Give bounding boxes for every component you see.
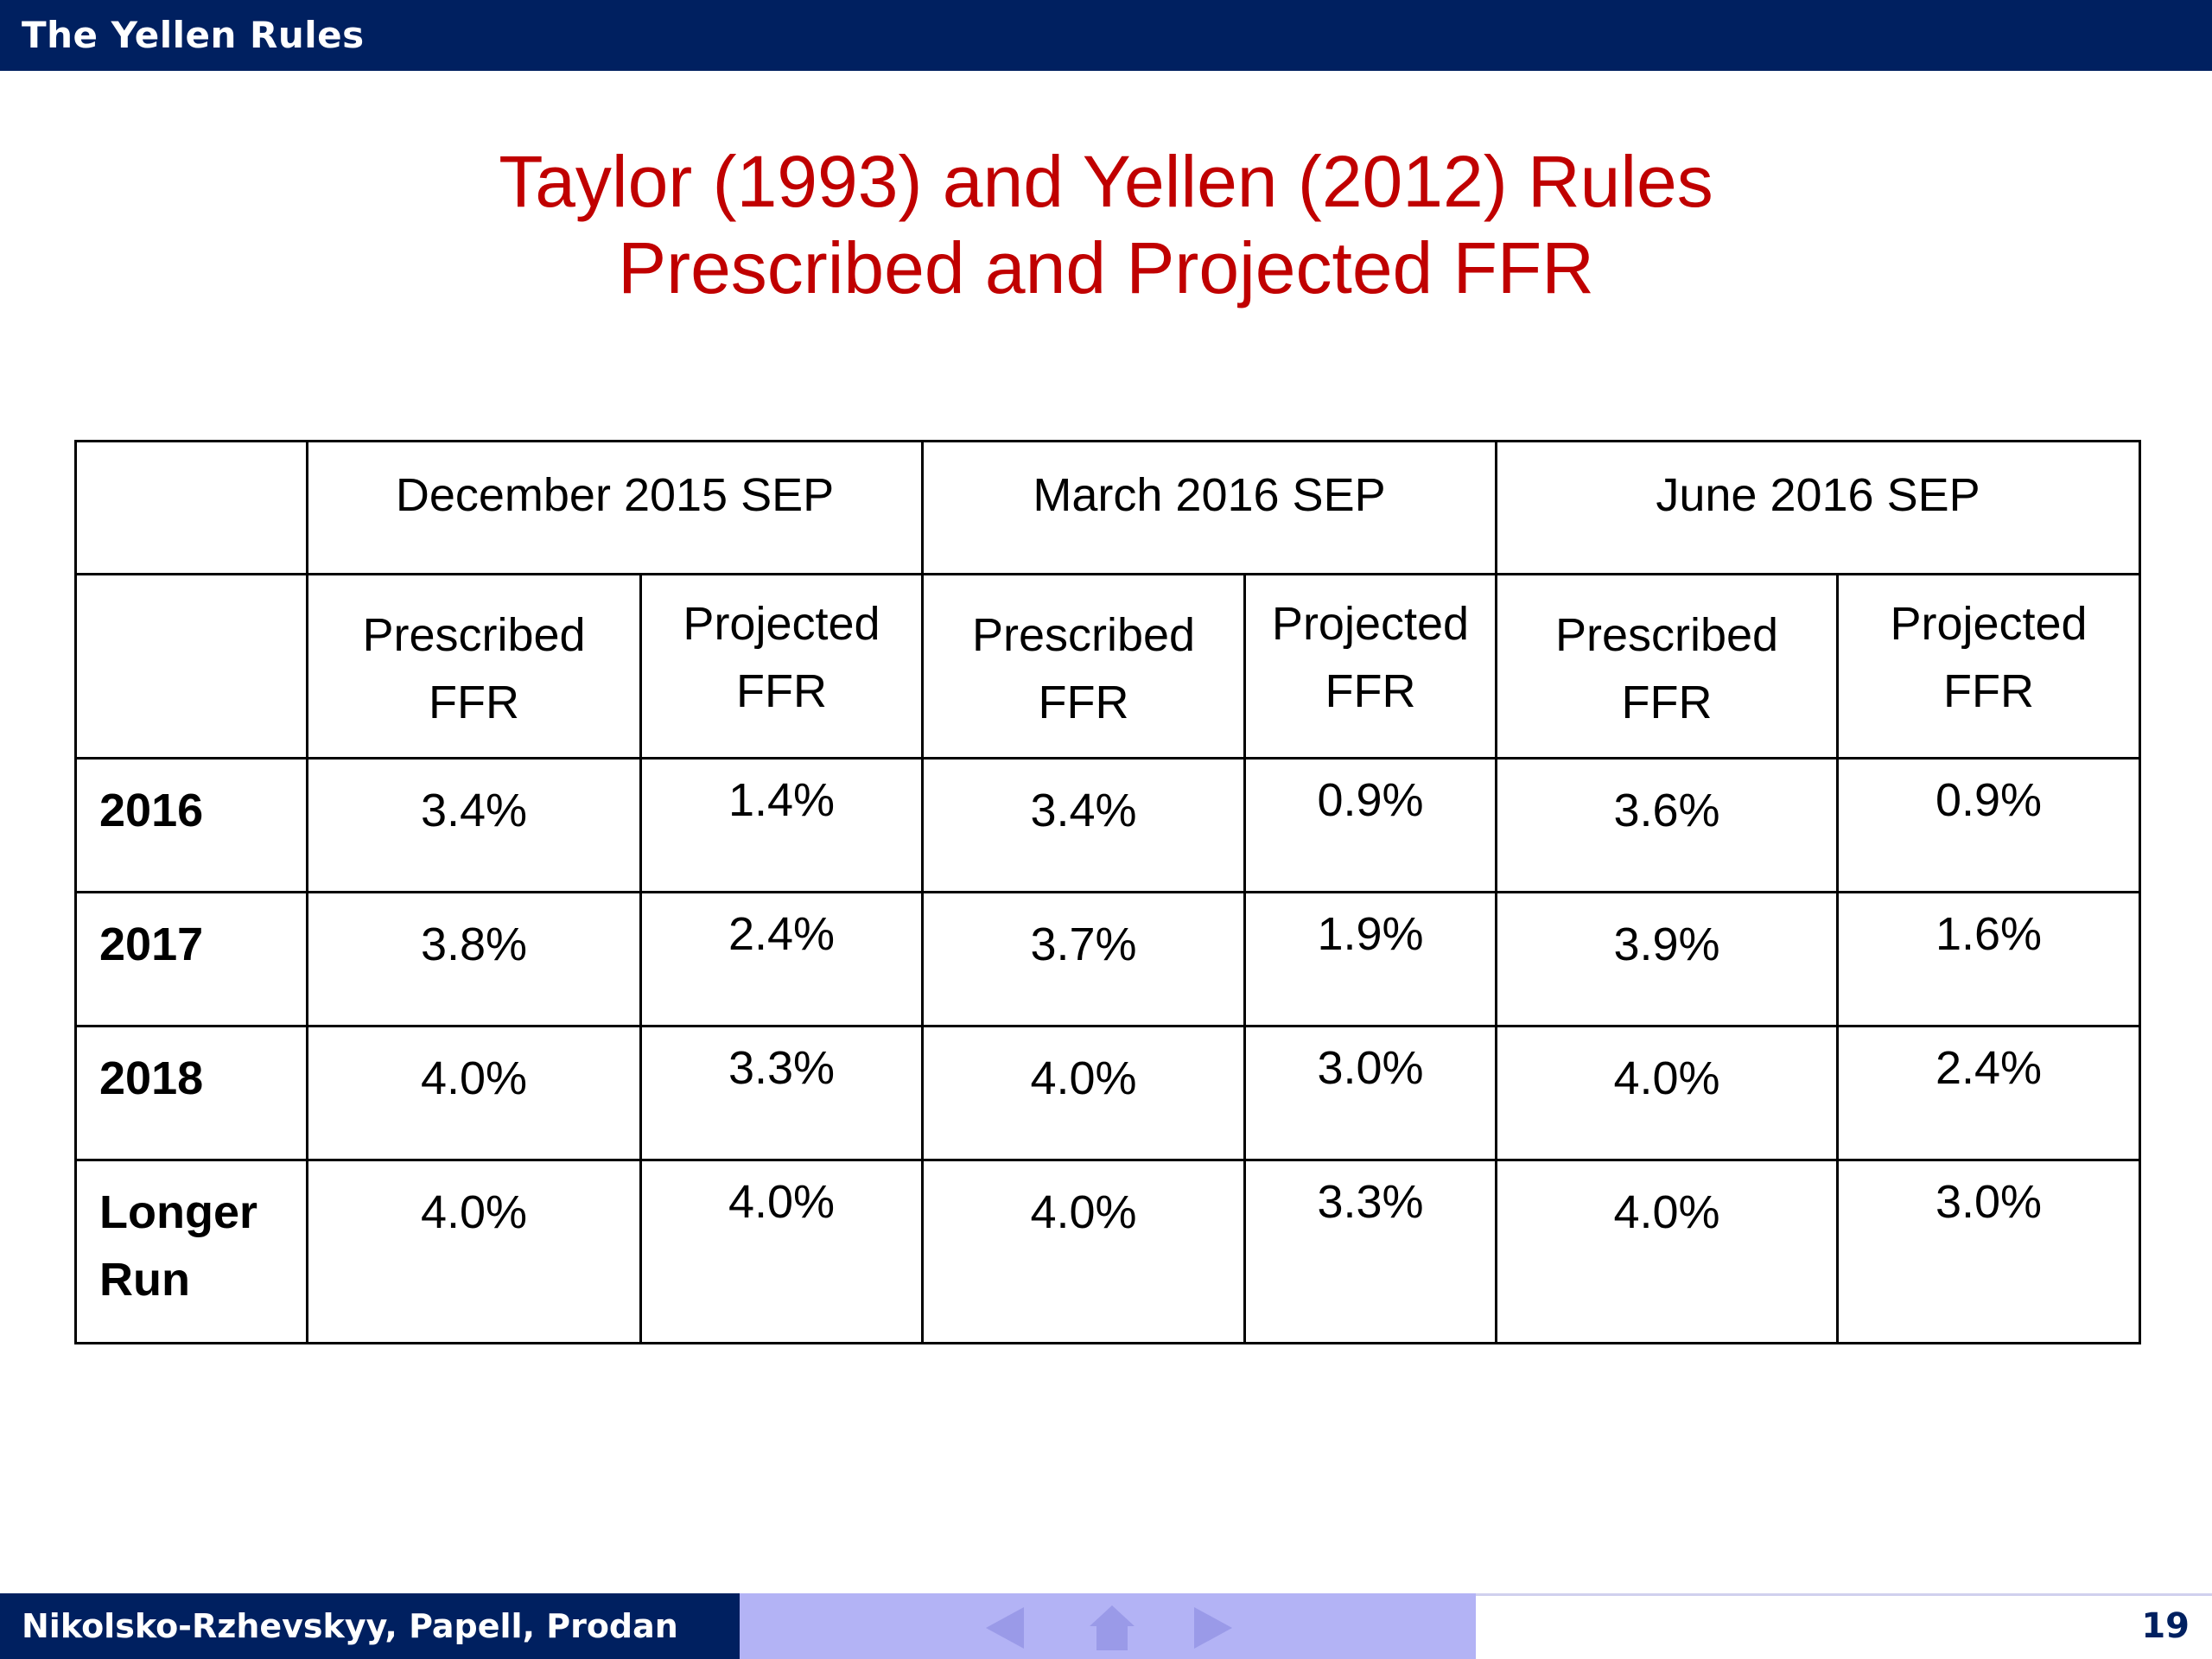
group-header-dec-2015: December 2015 SEP <box>306 440 924 575</box>
cell-value: 3.8% <box>306 891 642 1027</box>
page-number: 19 <box>2141 1606 2190 1646</box>
table-row: Longer Run 4.0% 4.0% 4.0% 3.3% 4.0% 3.0% <box>74 1159 2142 1344</box>
subheader-projected: Projected FFR <box>1243 573 1497 760</box>
table-subheader-row: Prescribed FFR Projected FFR Prescribed … <box>74 573 2142 760</box>
arrow-right-icon[interactable] <box>1187 1602 1239 1654</box>
cell-value: 4.0% <box>921 1025 1246 1161</box>
cell-value: 4.0% <box>921 1159 1246 1344</box>
row-label: 2018 <box>74 1025 308 1161</box>
table-row: 2017 3.8% 2.4% 3.7% 1.9% 3.9% 1.6% <box>74 891 2142 1027</box>
cell-value: 3.3% <box>639 1025 924 1161</box>
slide-title: Taylor (1993) and Yellen (2012) Rules Pr… <box>0 138 2212 311</box>
footer-divider <box>1476 1593 2212 1596</box>
subheader-projected: Projected FFR <box>1835 573 2142 760</box>
cell-value: 4.0% <box>306 1025 642 1161</box>
header-title: The Yellen Rules <box>22 14 365 56</box>
row-label: 2016 <box>74 757 308 893</box>
cell-value: 0.9% <box>1835 757 2142 893</box>
cell-value: 3.3% <box>1243 1159 1497 1344</box>
home-icon[interactable] <box>1086 1602 1138 1654</box>
cell-value: 2.4% <box>639 891 924 1027</box>
cell-value: 3.9% <box>1495 891 1839 1027</box>
row-label: Longer Run <box>74 1159 308 1344</box>
cell-value: 3.6% <box>1495 757 1839 893</box>
cell-value: 4.0% <box>1495 1025 1839 1161</box>
cell-value: 2.4% <box>1835 1025 2142 1161</box>
footer-authors: Nikolsko-Rzhevskyy, Papell, Prodan <box>22 1607 678 1645</box>
corner-cell <box>74 440 308 575</box>
corner-cell-sub <box>74 573 308 760</box>
subheader-prescribed: Prescribed FFR <box>921 573 1246 760</box>
group-header-jun-2016: June 2016 SEP <box>1494 440 2142 575</box>
row-label: 2017 <box>74 891 308 1027</box>
cell-value: 4.0% <box>639 1159 924 1344</box>
ffr-table: December 2015 SEP March 2016 SEP June 20… <box>74 440 2142 1344</box>
subheader-projected: Projected FFR <box>639 573 924 760</box>
cell-value: 3.4% <box>306 757 642 893</box>
table-row: 2016 3.4% 1.4% 3.4% 0.9% 3.6% 0.9% <box>74 757 2142 893</box>
header-bar: The Yellen Rules <box>0 0 2212 71</box>
subheader-prescribed: Prescribed FFR <box>306 573 642 760</box>
cell-value: 4.0% <box>306 1159 642 1344</box>
cell-value: 3.7% <box>921 891 1246 1027</box>
cell-value: 0.9% <box>1243 757 1497 893</box>
group-header-mar-2016: March 2016 SEP <box>921 440 1497 575</box>
cell-value: 3.0% <box>1835 1159 2142 1344</box>
arrow-left-icon[interactable] <box>979 1602 1031 1654</box>
cell-value: 1.9% <box>1243 891 1497 1027</box>
table-header-row: December 2015 SEP March 2016 SEP June 20… <box>74 440 2142 575</box>
cell-value: 4.0% <box>1495 1159 1839 1344</box>
cell-value: 3.4% <box>921 757 1246 893</box>
footer-author-bar: Nikolsko-Rzhevskyy, Papell, Prodan <box>0 1593 740 1659</box>
cell-value: 1.4% <box>639 757 924 893</box>
table-row: 2018 4.0% 3.3% 4.0% 3.0% 4.0% 2.4% <box>74 1025 2142 1161</box>
cell-value: 1.6% <box>1835 891 2142 1027</box>
slide-title-line-2: Prescribed and Projected FFR <box>618 227 1594 308</box>
slide-title-line-1: Taylor (1993) and Yellen (2012) Rules <box>499 141 1713 222</box>
subheader-prescribed: Prescribed FFR <box>1495 573 1839 760</box>
footer-page-area <box>1476 1593 2212 1659</box>
cell-value: 3.0% <box>1243 1025 1497 1161</box>
